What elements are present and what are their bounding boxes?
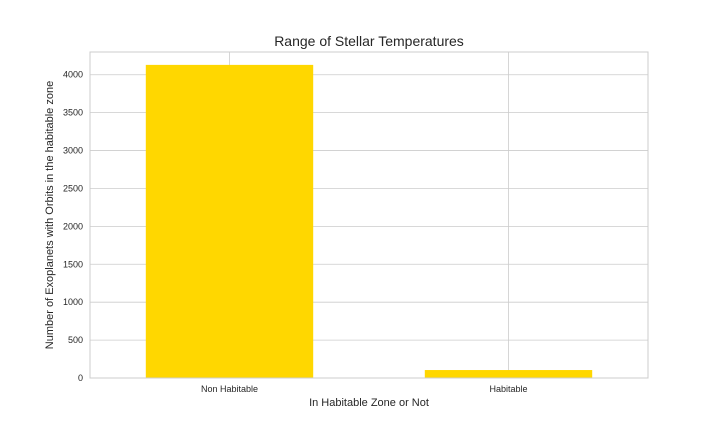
y-tick-label: 4000 (63, 70, 83, 80)
chart-title: Range of Stellar Temperatures (274, 33, 464, 49)
y-tick-labels: 0 500 1000 1500 2000 2500 3000 3500 4000 (63, 70, 83, 383)
x-tick-labels: Non Habitable Habitable (201, 384, 528, 394)
y-tick-label: 500 (68, 335, 83, 345)
bar-non-habitable (145, 64, 314, 379)
y-tick-label: 2500 (63, 183, 83, 193)
y-tick-label: 3500 (63, 108, 83, 118)
x-tick-label: Non Habitable (201, 384, 258, 394)
y-tick-label: 3000 (63, 146, 83, 156)
bars (145, 64, 593, 379)
plot-frame (89, 51, 649, 379)
x-axis-label: In Habitable Zone or Not (309, 397, 429, 409)
y-tick-label: 0 (78, 373, 83, 383)
bar-habitable (424, 370, 593, 378)
x-tick-label: Habitable (489, 384, 527, 394)
y-tick-label: 1500 (63, 259, 83, 269)
y-tick-label: 2000 (63, 221, 83, 231)
y-axis-label: Number of Exoplanets with Orbits in the … (44, 81, 56, 349)
y-tick-label: 1000 (63, 297, 83, 307)
